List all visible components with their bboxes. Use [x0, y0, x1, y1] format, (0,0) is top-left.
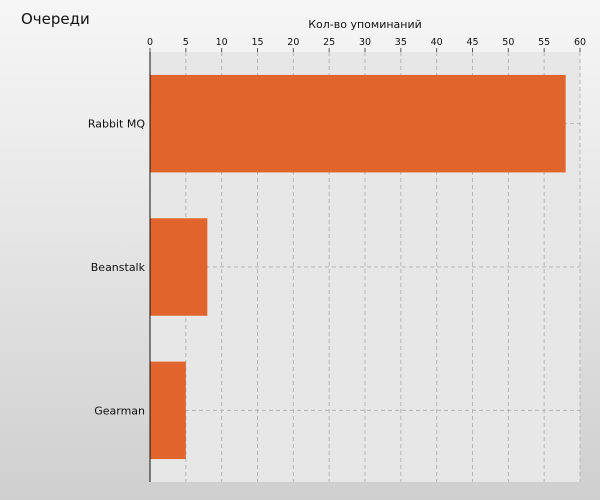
x-tick-label: 55 — [538, 37, 550, 48]
category-label: Rabbit MQ — [88, 118, 145, 131]
x-tick-label: 45 — [466, 37, 478, 48]
chart-title: Очереди — [21, 10, 90, 28]
x-axis-ticks: 0 5 10 15 20 25 30 35 40 45 50 55 60 — [147, 37, 586, 52]
category-labels: Rabbit MQ Beanstalk Gearman — [88, 118, 146, 418]
x-tick-label: 50 — [502, 37, 514, 48]
bars — [150, 74, 566, 460]
bar — [150, 74, 566, 173]
x-tick-label: 40 — [431, 37, 443, 48]
category-label: Beanstalk — [91, 261, 146, 274]
x-tick-label: 5 — [183, 37, 189, 48]
x-tick-label: 20 — [287, 37, 299, 48]
x-axis-label: Кол-во упоминаний — [308, 18, 422, 31]
x-tick-label: 25 — [323, 37, 335, 48]
x-tick-label: 15 — [251, 37, 263, 48]
x-tick-label: 60 — [574, 37, 586, 48]
x-tick-label: 30 — [359, 37, 371, 48]
x-tick-label: 10 — [216, 37, 228, 48]
x-tick-label: 35 — [395, 37, 407, 48]
category-label: Gearman — [94, 404, 145, 417]
bar — [150, 218, 208, 316]
bar — [150, 361, 186, 460]
x-tick-label: 0 — [147, 37, 153, 48]
